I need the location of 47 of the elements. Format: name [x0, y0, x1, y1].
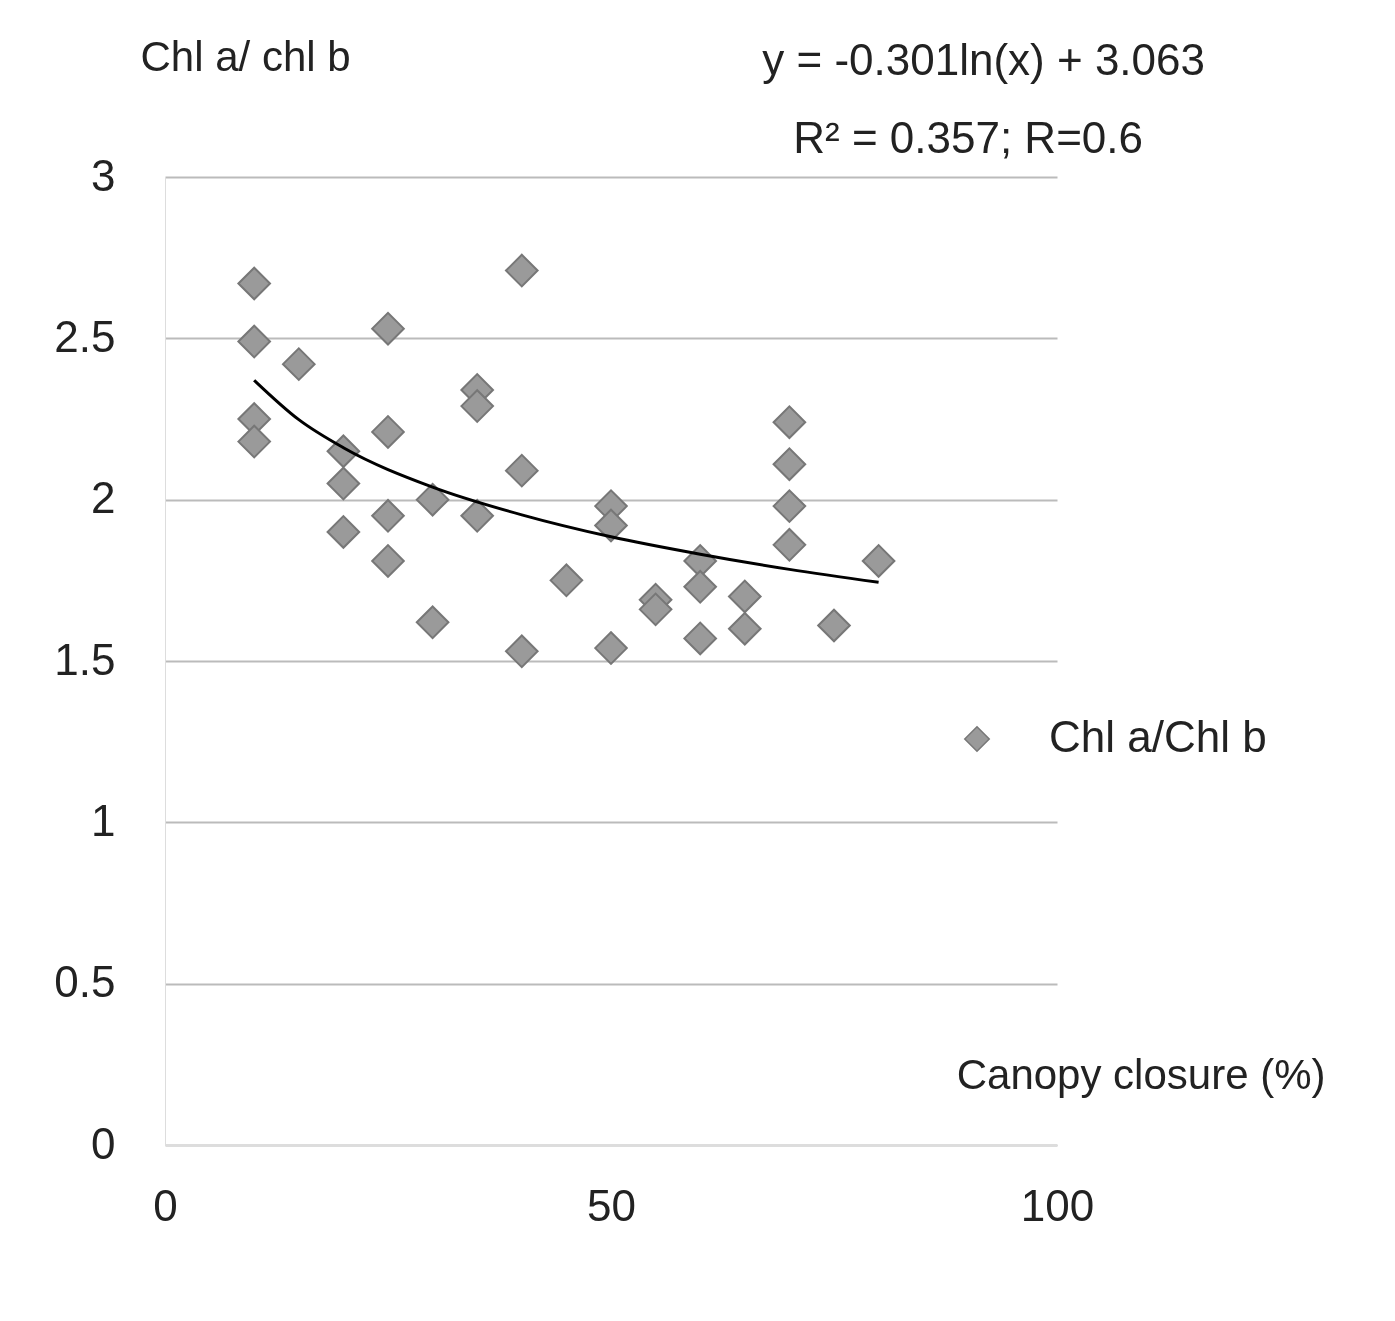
y-tick-label: 0 — [91, 1118, 116, 1168]
point — [237, 324, 272, 359]
point — [371, 311, 405, 346]
point — [281, 347, 316, 381]
point — [594, 631, 628, 665]
x-tick-label: 100 — [1020, 1180, 1095, 1230]
text: y = -0.301ln(x) + 3.063 — [762, 35, 1205, 84]
point — [415, 482, 450, 517]
point — [772, 489, 807, 523]
point — [772, 447, 807, 481]
y-tick-label: 3 — [91, 150, 116, 200]
point — [772, 405, 807, 440]
point — [371, 498, 405, 533]
point — [861, 544, 896, 578]
point — [371, 544, 405, 578]
point — [504, 634, 539, 669]
point — [504, 453, 539, 488]
point — [371, 415, 405, 449]
point — [772, 528, 807, 562]
y-axis-title: Chl a/ chl b — [140, 32, 351, 80]
point — [415, 605, 450, 640]
point — [549, 563, 584, 598]
point — [326, 515, 361, 549]
point — [683, 569, 718, 604]
y-tick-label: 1 — [91, 795, 116, 845]
point — [460, 498, 495, 533]
point — [727, 611, 762, 646]
point — [817, 608, 851, 643]
point — [594, 508, 628, 543]
y-tick-label: 2.5 — [54, 311, 116, 361]
text: R² = 0.357; R=0.6 — [793, 113, 1143, 162]
point — [504, 253, 539, 288]
point — [237, 424, 272, 459]
legend-label: Chl a/Chl b — [1049, 712, 1267, 761]
point — [460, 389, 495, 423]
y-tick-label: 0.5 — [54, 957, 116, 1007]
point — [638, 592, 673, 627]
point — [727, 579, 762, 614]
point — [683, 621, 718, 656]
y-tick-label: 1.5 — [54, 634, 116, 684]
y-tick-label: 2 — [91, 473, 116, 523]
x-tick-label: 50 — [587, 1180, 636, 1230]
line-series — [252, 378, 881, 584]
point — [237, 266, 272, 301]
x-axis-title: Canopy closure (%) — [956, 1050, 1326, 1098]
x-tick-label: 0 — [153, 1180, 178, 1230]
point — [326, 466, 361, 501]
